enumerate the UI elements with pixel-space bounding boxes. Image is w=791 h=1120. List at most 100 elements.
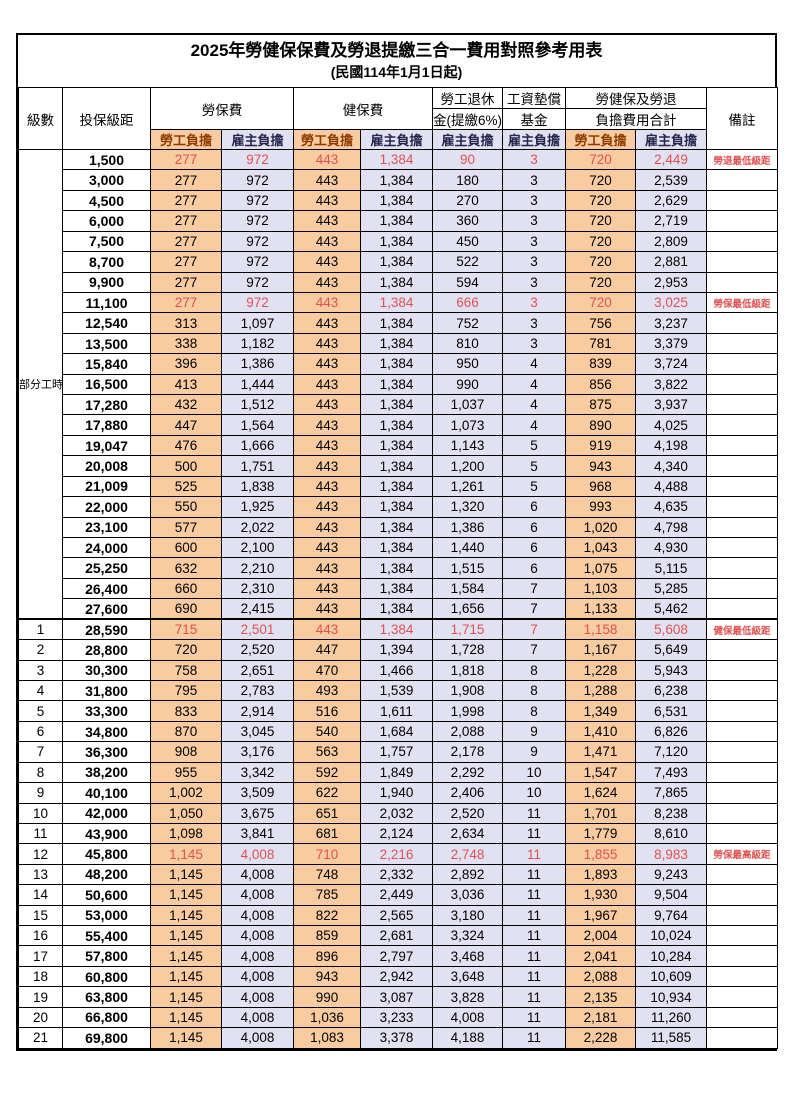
cell-total-employee: 720 — [565, 169, 636, 191]
cell-labor-employer: 1,751 — [221, 455, 294, 477]
cell-total-employer: 5,608 — [635, 618, 707, 641]
cell-health-employee: 1,036 — [293, 1006, 361, 1029]
cell-labor-employee: 1,145 — [150, 986, 222, 1008]
cell-bracket: 17,280 — [62, 394, 151, 416]
cell-remark — [706, 189, 778, 212]
cell-pension-employer: 1,656 — [432, 598, 503, 620]
cell-level: 18 — [18, 965, 63, 988]
table-row: 12 45,800 1,145 4,008 710 2,216 2,748 11 1,855 8,… — [18, 843, 778, 865]
col-header-wagefund-line2: 基金 — [502, 108, 566, 130]
cell-remark — [706, 434, 778, 457]
cell-bracket: 19,047 — [62, 434, 151, 457]
cell-total-employer: 8,983 — [635, 843, 707, 865]
cell-labor-employee: 690 — [150, 598, 222, 620]
premium-table: 級數 投保級距 勞保費 健保費 勞工退休 工資墊償 勞健保及勞退 備註 金(提繳… — [18, 87, 778, 1049]
cell-health-employer: 1,466 — [360, 659, 433, 681]
cell-pension-employer: 2,088 — [432, 720, 503, 743]
cell-labor-employee: 1,145 — [150, 925, 222, 947]
cell-wagefund-employer: 6 — [502, 537, 566, 559]
cell-total-employee: 919 — [565, 434, 636, 457]
cell-bracket: 6,000 — [62, 210, 151, 232]
cell-remark: 健保最低級距 — [706, 618, 778, 641]
cell-labor-employer: 4,008 — [221, 925, 294, 947]
cell-total-employee: 720 — [565, 189, 636, 212]
cell-total-employer: 4,798 — [635, 516, 707, 539]
cell-labor-employee: 447 — [150, 414, 222, 436]
table-row: 11 43,900 1,098 3,841 681 2,124 2,634 11 1,779 8,… — [18, 822, 778, 845]
cell-labor-employee: 908 — [150, 741, 222, 763]
cell-pension-employer: 990 — [432, 373, 503, 396]
cell-labor-employee: 833 — [150, 700, 222, 722]
cell-bracket: 24,000 — [62, 537, 151, 559]
cell-bracket: 27,600 — [62, 598, 151, 620]
cell-pension-employer: 1,200 — [432, 455, 503, 477]
cell-wagefund-employer: 11 — [502, 822, 566, 845]
cell-total-employer: 3,937 — [635, 394, 707, 416]
cell-pension-employer: 1,715 — [432, 618, 503, 641]
cell-level: 2 — [18, 639, 63, 661]
cell-total-employer: 8,238 — [635, 802, 707, 824]
cell-total-employee: 1,133 — [565, 598, 636, 620]
cell-total-employee: 1,043 — [565, 537, 636, 559]
cell-labor-employee: 476 — [150, 434, 222, 457]
table-row: 7,500 277 972 443 1,384 450 3 720 2,809 — [19, 230, 778, 253]
subheader-health-employee: 勞工負擔 — [293, 129, 361, 150]
cell-remark — [706, 700, 778, 722]
cell-pension-employer: 180 — [432, 169, 503, 191]
cell-total-employer: 3,379 — [635, 332, 707, 355]
cell-total-employer: 10,934 — [635, 986, 707, 1008]
cell-level: 8 — [18, 761, 63, 784]
cell-labor-employer: 1,925 — [221, 496, 294, 518]
cell-level: 13 — [18, 863, 63, 886]
cell-labor-employee: 1,145 — [150, 843, 222, 865]
table-row: 3,000 277 972 443 1,384 180 3 720 2,539 — [19, 169, 778, 191]
cell-level: 12 — [18, 843, 63, 865]
cell-labor-employee: 600 — [150, 537, 222, 559]
cell-remark — [706, 353, 778, 375]
cell-wagefund-employer: 6 — [502, 496, 566, 518]
cell-remark — [706, 679, 778, 702]
cell-labor-employee: 1,145 — [150, 1027, 222, 1049]
cell-labor-employer: 972 — [221, 148, 294, 171]
cell-wagefund-employer: 4 — [502, 373, 566, 396]
cell-health-employee: 443 — [293, 291, 361, 314]
cell-total-employee: 2,088 — [565, 965, 636, 988]
table-row: 19 63,800 1,145 4,008 990 3,087 3,828 11 2,135 10… — [18, 986, 778, 1008]
cell-bracket: 53,000 — [62, 904, 151, 927]
cell-pension-employer: 1,515 — [432, 557, 503, 579]
cell-total-employee: 1,075 — [565, 557, 636, 579]
cell-health-employer: 1,384 — [360, 169, 433, 191]
cell-pension-employer: 360 — [432, 210, 503, 232]
cell-health-employer: 2,216 — [360, 843, 433, 865]
cell-labor-employee: 1,145 — [150, 884, 222, 906]
cell-pension-employer: 1,998 — [432, 700, 503, 722]
cell-pension-employer: 1,386 — [432, 516, 503, 539]
cell-wagefund-employer: 9 — [502, 720, 566, 743]
cell-labor-employee: 955 — [150, 761, 222, 784]
cell-pension-employer: 1,261 — [432, 475, 503, 498]
cell-health-employee: 443 — [293, 230, 361, 253]
cell-health-employee: 651 — [293, 802, 361, 824]
cell-labor-employer: 2,022 — [221, 516, 294, 539]
cell-wagefund-employer: 7 — [502, 598, 566, 620]
cell-health-employer: 1,384 — [360, 598, 433, 620]
cell-bracket: 38,200 — [62, 761, 151, 784]
cell-pension-employer: 1,440 — [432, 537, 503, 559]
cell-health-employer: 3,378 — [360, 1027, 433, 1049]
cell-total-employee: 720 — [565, 148, 636, 171]
cell-labor-employer: 2,651 — [221, 659, 294, 681]
cell-labor-employee: 432 — [150, 394, 222, 416]
cell-total-employee: 720 — [565, 291, 636, 314]
cell-health-employee: 443 — [293, 169, 361, 191]
cell-wagefund-employer: 8 — [502, 659, 566, 681]
cell-total-employee: 1,779 — [565, 822, 636, 845]
cell-level: 6 — [18, 720, 63, 743]
cell-pension-employer: 2,892 — [432, 863, 503, 886]
cell-total-employer: 3,822 — [635, 373, 707, 396]
cell-health-employer: 1,384 — [360, 353, 433, 375]
cell-remark — [706, 414, 778, 436]
cell-total-employee: 1,167 — [565, 639, 636, 661]
cell-health-employee: 443 — [293, 598, 361, 620]
table-row: 20 66,800 1,145 4,008 1,036 3,233 4,008 11 2,181… — [18, 1006, 778, 1029]
cell-labor-employer: 3,675 — [221, 802, 294, 824]
